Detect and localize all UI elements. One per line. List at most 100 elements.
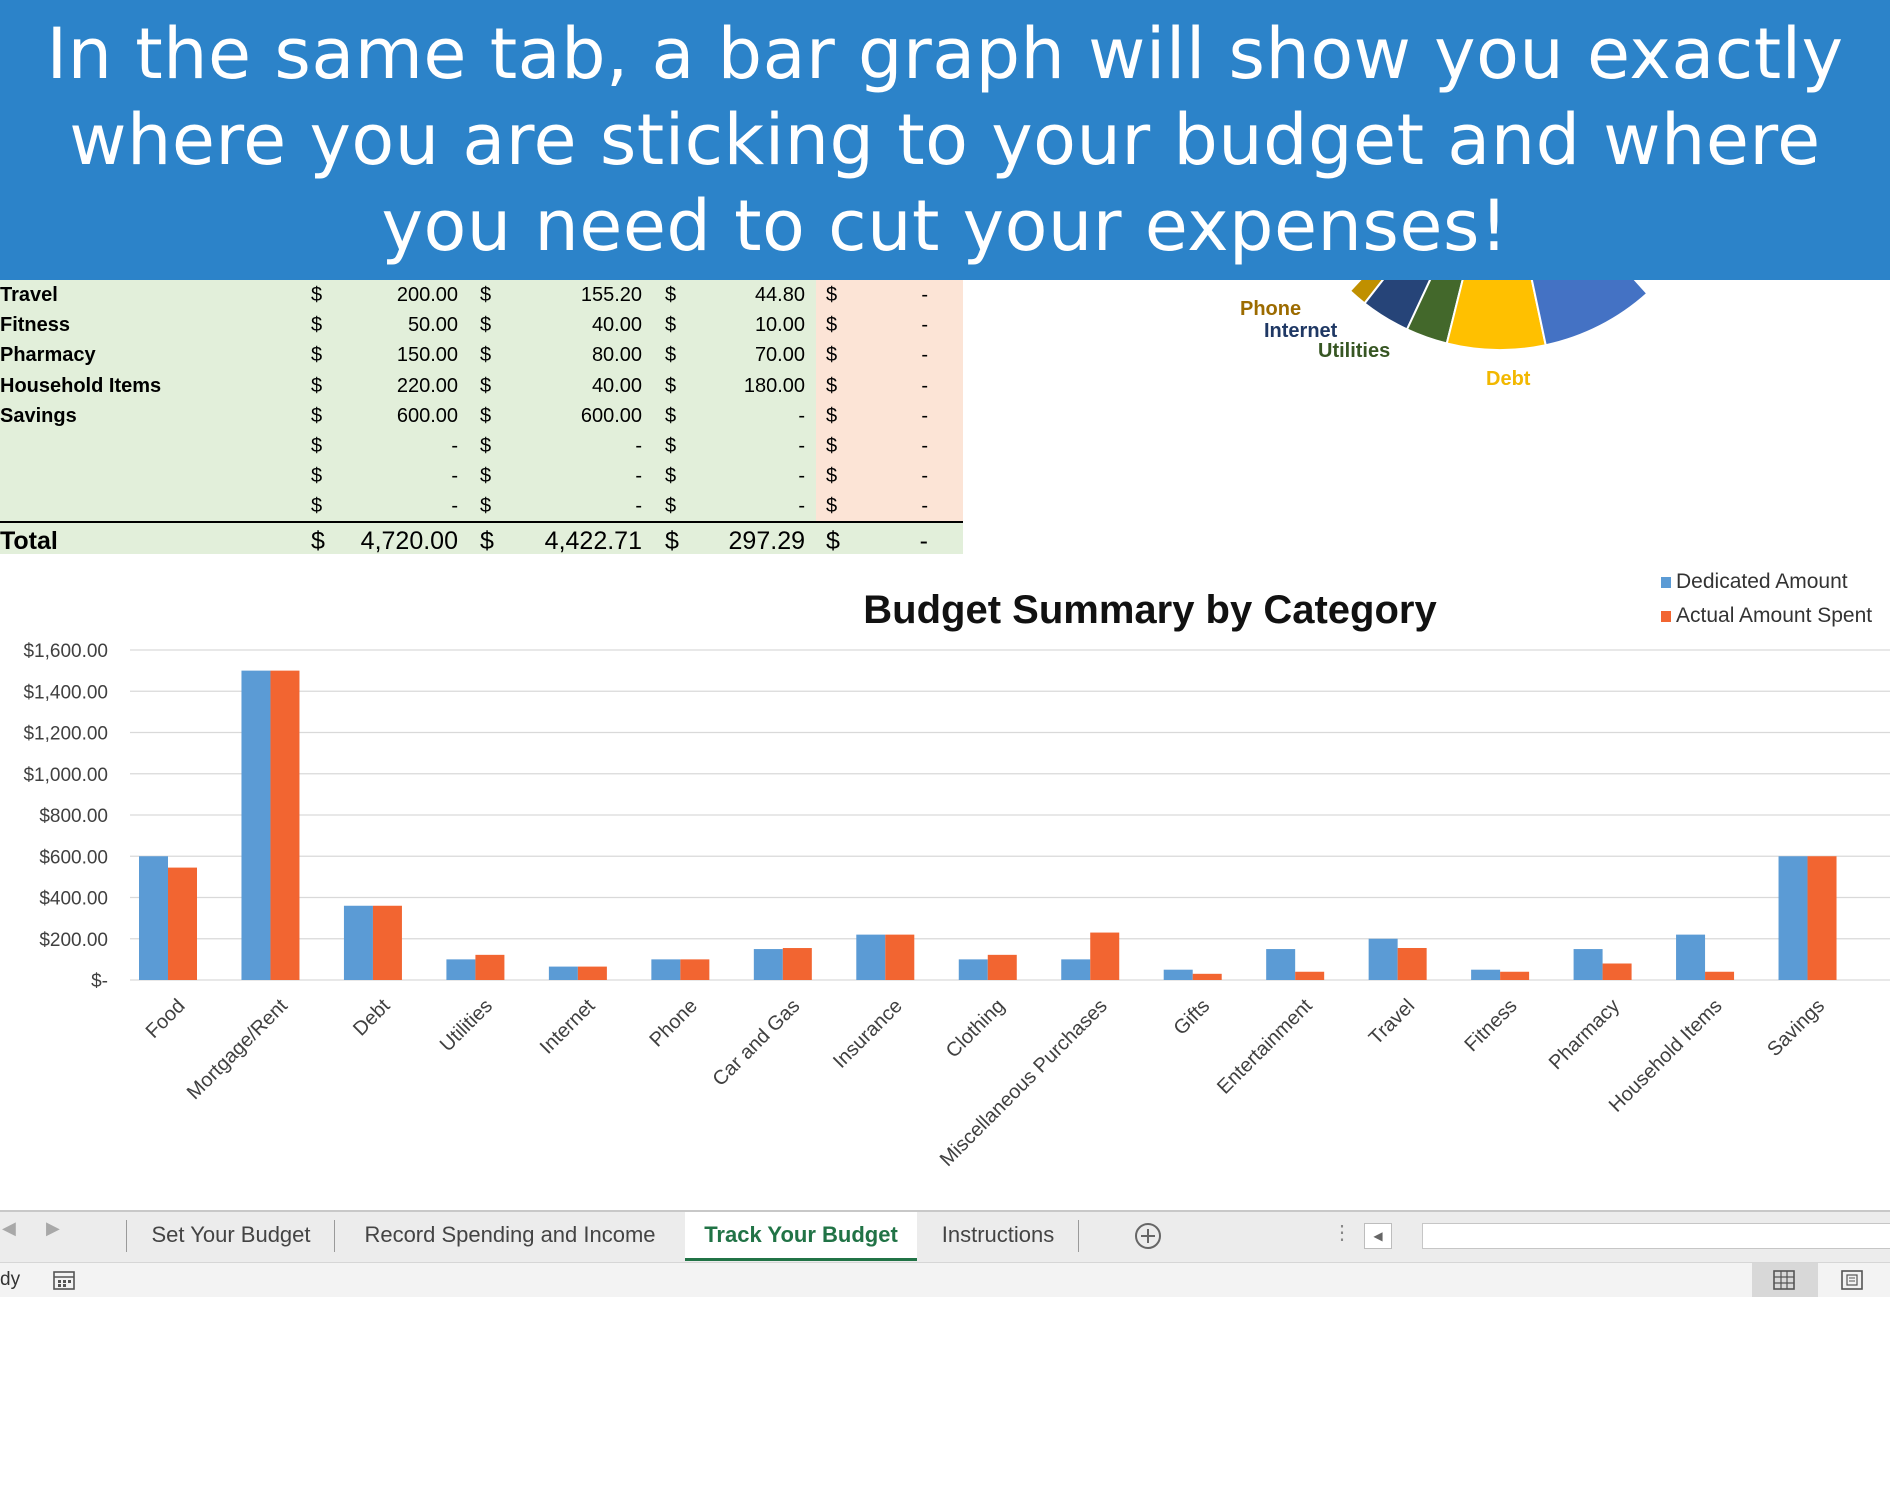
bar[interactable] (1705, 971, 1735, 980)
bar[interactable] (168, 867, 197, 980)
bar[interactable] (1602, 963, 1632, 981)
x-tick-label: Miscellaneous Purchases (936, 995, 1112, 1171)
bar[interactable] (987, 954, 1017, 980)
tab-track-your-budget[interactable]: Track Your Budget (685, 1212, 917, 1261)
x-tick-label: Fitness (1461, 995, 1522, 1056)
total-row[interactable]: Total $4,720.00 $4,422.71 $297.29 $ - (0, 523, 963, 555)
bar[interactable] (1778, 856, 1808, 980)
bar[interactable] (343, 905, 373, 980)
table-row[interactable]: $ - $ - $ - $ - (0, 491, 963, 521)
over-budget-cell: - (921, 374, 928, 397)
bar-chart-svg: Budget Summary by Category $- $200.00 $400.… (23, 570, 1890, 1171)
currency-symbol: $ (480, 344, 492, 367)
y-tick-label: $1,000.00 (23, 765, 108, 786)
over-budget-cell: - (921, 314, 928, 337)
bar[interactable] (139, 856, 168, 980)
table-row[interactable]: $ - $ - $ - $ - (0, 431, 963, 461)
bar[interactable] (1471, 969, 1501, 980)
bar[interactable] (782, 948, 812, 980)
row-label: Savings (0, 404, 77, 427)
currency-symbol: $ (665, 374, 677, 397)
currency-symbol: $ (480, 527, 494, 555)
bar[interactable] (1295, 971, 1325, 980)
page-layout-view-button[interactable] (1830, 1263, 1890, 1297)
bar[interactable] (1807, 856, 1837, 980)
tab-set-your-budget[interactable]: Set Your Budget (151, 1222, 311, 1247)
macro-record-icon[interactable] (52, 1269, 76, 1291)
bar[interactable] (680, 959, 710, 980)
bar[interactable] (270, 670, 300, 980)
budget-cell: - (451, 495, 458, 518)
bar[interactable] (958, 959, 988, 980)
currency-symbol: $ (826, 314, 838, 337)
x-tick-label: Travel (1365, 995, 1419, 1049)
tab-instructions[interactable]: Instructions (941, 1222, 1055, 1247)
table-row[interactable]: Household Items $220.00 $40.00 $180.00 $ - (0, 371, 963, 401)
status-bar: dy (0, 1262, 1890, 1297)
bar[interactable] (1397, 947, 1427, 980)
difference-cell: 10.00 (754, 314, 805, 337)
table-row[interactable]: $ - $ - $ - $ - (0, 461, 963, 491)
x-tick-label: Mortgage/Rent (183, 995, 292, 1104)
pie-slice (1445, 280, 1547, 351)
bar[interactable] (577, 966, 607, 980)
add-sheet-icon[interactable] (1134, 1222, 1162, 1250)
table-row[interactable]: Savings $600.00 $600.00 $ - $ - (0, 401, 963, 431)
x-tick-label: Phone (645, 995, 701, 1051)
bar[interactable] (1368, 938, 1398, 980)
row-label: Total (0, 527, 58, 555)
bar[interactable] (241, 670, 271, 980)
y-tick-label: $600.00 (39, 847, 108, 868)
budget-cell: - (451, 465, 458, 488)
bar[interactable] (1090, 932, 1120, 980)
budget-cell: 220.00 (396, 374, 458, 397)
total-divider (0, 521, 963, 523)
bar[interactable] (475, 954, 505, 980)
table-row[interactable]: Fitness $50.00 $40.00 $10.00 $ - (0, 310, 963, 340)
bar[interactable] (885, 934, 915, 980)
bar[interactable] (372, 905, 402, 980)
normal-view-button[interactable] (1752, 1263, 1818, 1297)
legend-entry: Actual Amount Spent (1676, 604, 1872, 627)
currency-symbol: $ (311, 404, 323, 427)
budget-cell: 600.00 (396, 404, 458, 427)
bar[interactable] (1500, 971, 1530, 980)
status-text: dy (0, 1269, 21, 1290)
bar[interactable] (1573, 949, 1603, 980)
bar[interactable] (446, 959, 476, 980)
banner-line: In the same tab, a bar graph will show y… (46, 13, 1844, 95)
banner-line: where you are sticking to your budget an… (69, 99, 1821, 181)
hscroll-left-icon[interactable]: ◀ (1364, 1223, 1392, 1249)
bar[interactable] (856, 934, 886, 980)
bar[interactable] (1266, 949, 1296, 980)
currency-symbol: $ (480, 404, 492, 427)
splitter-handle-icon[interactable]: ⋮ (1332, 1222, 1352, 1244)
bar[interactable] (753, 949, 783, 980)
currency-symbol: $ (311, 344, 323, 367)
budget-cell: 4,720.00 (360, 527, 458, 555)
actual-cell: 40.00 (591, 374, 642, 397)
currency-symbol: $ (311, 435, 323, 457)
scroll-tabs-left-icon[interactable]: ◀ (2, 1218, 16, 1238)
bar[interactable] (548, 966, 578, 980)
currency-symbol: $ (311, 495, 323, 518)
bar[interactable] (1163, 969, 1193, 980)
x-tick-label: Internet (536, 995, 600, 1059)
scroll-tabs-right-icon[interactable]: ▶ (46, 1218, 60, 1238)
over-budget-cell: - (919, 527, 928, 555)
bar[interactable] (1676, 934, 1706, 980)
pie-slices (1348, 280, 1649, 351)
horizontal-scrollbar[interactable] (1422, 1223, 1890, 1249)
bar[interactable] (1192, 973, 1222, 980)
bar[interactable] (651, 959, 681, 980)
table-row[interactable]: Travel $200.00 $155.20 $44.80 $ - (0, 280, 963, 310)
y-tick-label: $1,200.00 (23, 724, 108, 745)
currency-symbol: $ (311, 527, 325, 555)
y-tick-label: $800.00 (39, 806, 108, 827)
sheet-tab-bar: ◀ ▶ Set Your Budget Record Spending and … (0, 1210, 1890, 1262)
budget-bar-chart[interactable]: Budget Summary by Category $- $200.00 $400.… (0, 560, 1890, 1210)
tab-record-spending-and-income[interactable]: Record Spending and Income (364, 1222, 656, 1247)
bar[interactable] (1061, 959, 1091, 980)
table-row[interactable]: Pharmacy $150.00 $80.00 $70.00 $ - (0, 340, 963, 370)
budget-table: Travel $200.00 $155.20 $44.80 $ - Fitness $50.0… (0, 280, 963, 555)
